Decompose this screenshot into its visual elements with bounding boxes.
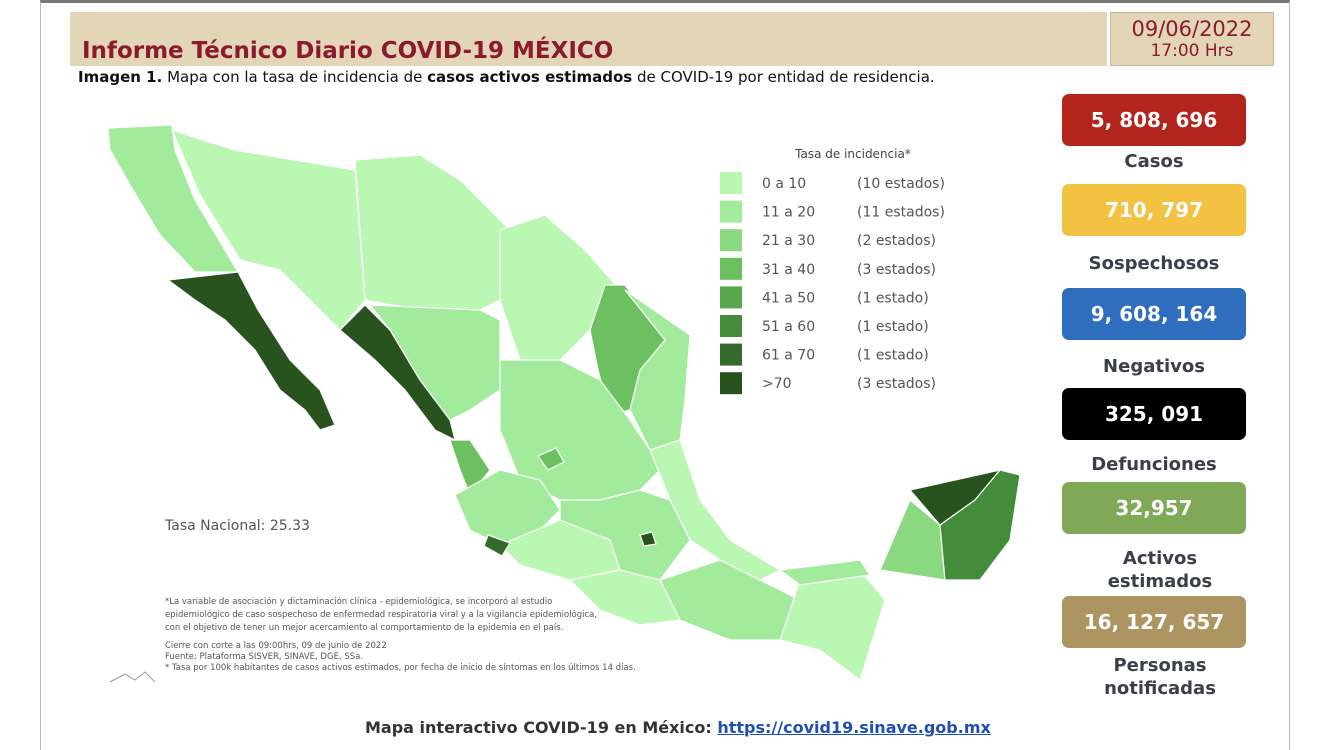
legend-swatch [720,200,742,223]
footer-label: Mapa interactivo COVID-19 en México: [365,718,712,737]
date: 09/06/2022 [1131,17,1253,41]
stat-value: 325, 091 [1062,388,1246,440]
caption: Imagen 1. Mapa con la tasa de incidencia… [78,68,935,86]
stat-label: Activos estimados [1107,548,1213,592]
note: epidemiológico de caso sospechoso de enf… [165,609,597,620]
stat-value: 710, 797 [1062,184,1246,236]
stat-value: 16, 127, 657 [1062,596,1246,648]
note: Fuente: Plataforma SISVER, SINAVE, DGE, … [165,652,363,662]
legend-count: (1 estado) [857,319,929,335]
legend: 0 a 10 (10 estados) 11 a 20 (11 estados) 21 … [720,172,945,395]
title: Informe Técnico Diario COVID-19 MÉXICO [82,38,614,64]
footer-link[interactable]: https://covid19.sinave.gob.mx [717,718,991,737]
state [166,271,336,431]
legend-swatch [720,257,742,280]
legend-count: (11 estados) [857,205,945,221]
state [939,469,1021,581]
caption-prefix: Imagen 1. [78,68,163,86]
state [483,534,511,557]
legend-swatch [720,286,742,309]
state [778,559,872,586]
legend-range: 0 a 10 [762,176,806,192]
header-band [70,12,1107,66]
state [779,569,886,681]
state [339,304,456,442]
legend-range: 21 a 30 [762,233,815,249]
legend-count: (1 estado) [857,290,929,306]
state [107,124,240,273]
legend-range: 31 a 40 [762,262,815,278]
frame [40,0,1290,750]
caption-text: de COVID-19 por entidad de residencia. [637,68,935,86]
state [537,447,565,471]
state [499,359,661,501]
legend-count: (3 estados) [857,376,936,392]
stat-label: Personas notificadas [1104,655,1216,699]
state [659,559,801,641]
footer: Mapa interactivo COVID-19 en México: htt… [365,718,991,737]
note: * Tasa por 100k habitantes de casos acti… [165,663,636,673]
logo [109,671,156,683]
legend-range: >70 [762,376,792,392]
caption-bold: casos activos estimados [427,68,633,86]
note: Cierre con corte a las 09:00hrs, 09 de j… [165,641,387,651]
legend-swatch [720,315,742,337]
note: con el objetivo de tener un mejor acerca… [165,623,563,633]
legend-count: (3 estados) [857,262,936,278]
stat-label: Negativos [1103,356,1205,377]
stat-value: 9, 608, 164 [1062,288,1246,340]
legend-range: 61 a 70 [762,348,815,364]
map: Tasa de incidencia* 0 a 10 (10 estados) 11… [107,124,1021,683]
state [354,154,511,311]
legend-swatch [720,229,742,252]
legend-count: (2 estados) [857,233,936,249]
note: *La variable de asociación y dictaminaci… [165,596,552,607]
stat-label: Defunciones [1091,454,1217,475]
legend-swatch [720,372,742,395]
state [639,531,657,547]
stat-label: Sospechosos [1088,253,1220,274]
stat-value: 32,957 [1062,482,1246,534]
stat-label: Casos [1124,151,1184,172]
national-rate: Tasa Nacional: 25.33 [164,518,310,534]
legend-swatch [720,172,742,194]
legend-range: 51 a 60 [762,319,815,335]
stat-value: 5, 808, 696 [1062,94,1246,146]
legend-title: Tasa de incidencia* [794,147,911,161]
notes: *La variable de asociación y dictaminaci… [165,596,636,673]
state [170,129,366,331]
state [454,469,561,546]
legend-swatch [720,343,742,366]
state [368,304,501,421]
date-box: 09/06/2022 17:00 Hrs [1110,12,1274,66]
legend-range: 41 a 50 [762,290,815,306]
state [559,489,691,581]
caption-text: Mapa con la tasa de incidencia de [167,68,423,86]
legend-range: 11 a 20 [762,205,815,221]
legend-count: (1 estado) [857,348,929,364]
time: 17:00 Hrs [1150,41,1234,61]
legend-count: (10 estados) [857,176,945,192]
states [107,124,1021,681]
